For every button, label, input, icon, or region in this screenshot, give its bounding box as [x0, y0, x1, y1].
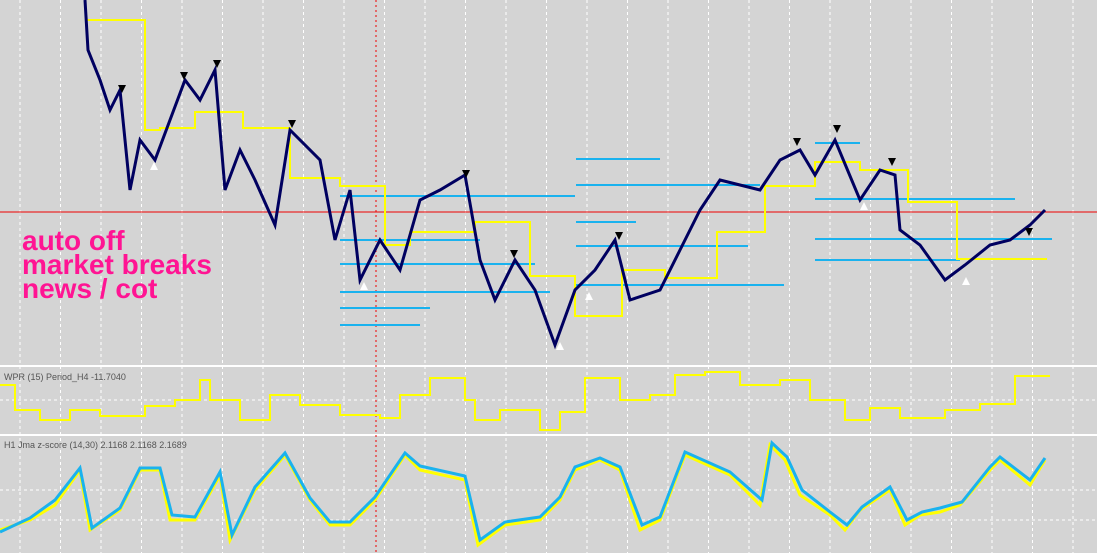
indicator-label: WPR (15) Period_H4 -11.7040 [4, 372, 126, 382]
levels [340, 142, 1052, 326]
wpr-line [0, 371, 1050, 431]
note-line: news / cot [22, 273, 157, 304]
note-line: auto off [22, 225, 125, 256]
jma-line-b [0, 440, 1047, 543]
price-line [83, 0, 1047, 350]
signal-arrows [118, 60, 1033, 258]
note-line: market breaks [22, 249, 212, 280]
signal-arrows-up [150, 162, 970, 350]
jma-line-a [0, 441, 1047, 548]
indicator-label: H1 Jma z-score (14,30) 2.1168 2.1168 2.1… [4, 440, 187, 450]
